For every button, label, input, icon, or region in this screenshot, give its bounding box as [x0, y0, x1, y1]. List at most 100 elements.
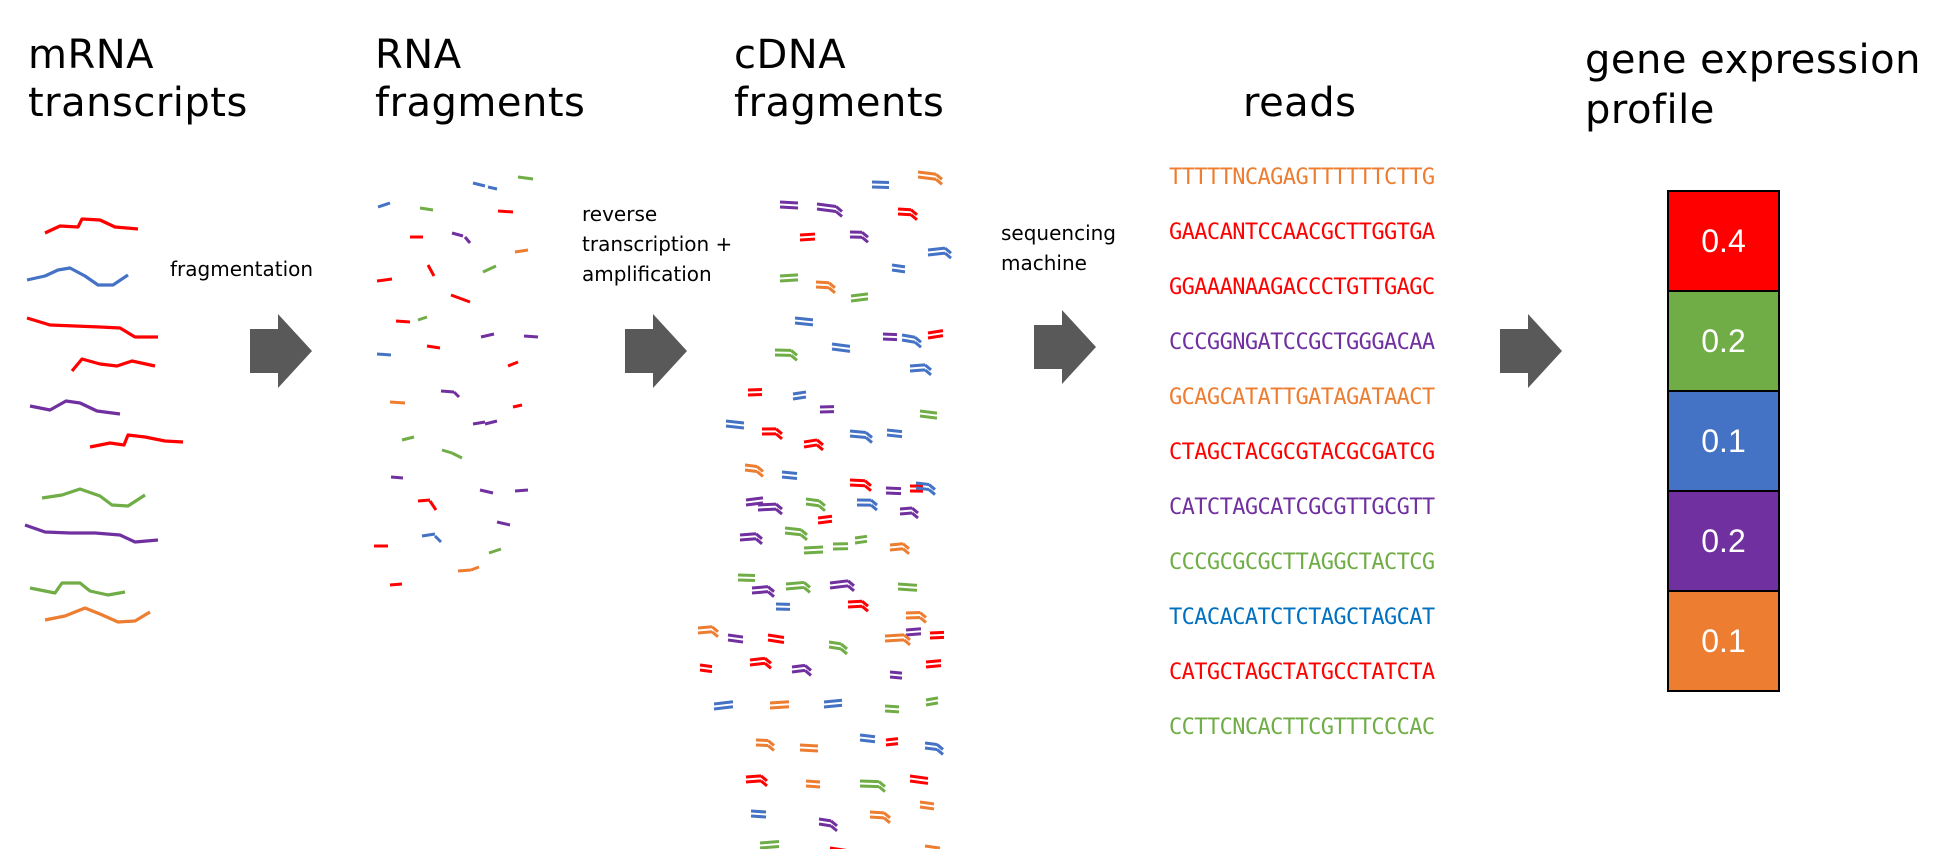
cdna-fragment — [924, 844, 941, 849]
cdna-strand — [929, 630, 945, 635]
cdna-strand-bend — [840, 647, 848, 656]
rna-fragment — [512, 403, 523, 409]
cdna-strand — [831, 342, 851, 348]
cdna-strand-bend — [861, 231, 869, 239]
cdna-strand — [915, 486, 930, 492]
rna-fragment — [401, 435, 415, 442]
process-arrow-icon — [625, 314, 687, 388]
rna-fragment — [451, 231, 464, 238]
rna-fragment — [450, 293, 471, 304]
cdna-strand — [924, 844, 941, 849]
rna-fragment — [487, 185, 498, 191]
cdna-strand-bend — [775, 507, 783, 516]
cdna-fragment — [799, 743, 819, 753]
cdna-strand — [815, 280, 830, 285]
cdna-fragment — [905, 610, 927, 624]
cdna-strand — [849, 478, 866, 483]
cdna-fragment — [849, 429, 873, 444]
cdna-strand — [925, 701, 939, 707]
cdna-strand — [699, 663, 713, 669]
profile-cell: 0.2 — [1669, 490, 1778, 590]
cdna-strand — [854, 539, 868, 545]
cdna-strand — [927, 329, 944, 335]
cdna-strand — [745, 779, 762, 784]
cdna-strand — [805, 779, 821, 784]
rt-label-line2: transcription + — [582, 232, 733, 256]
cdna-strand-bend — [804, 664, 812, 672]
cdna-fragment — [909, 363, 932, 377]
cdna-strand — [792, 395, 807, 401]
cdna-strand — [750, 814, 767, 819]
cdna-fragment — [816, 202, 843, 218]
mrna-transcript — [26, 266, 129, 287]
cdna-strand — [885, 742, 899, 747]
cdna-strand — [899, 506, 913, 511]
cdna-strand — [891, 268, 906, 274]
cdna-strand — [739, 532, 757, 537]
cdna-strand — [791, 668, 806, 674]
cdna-fragment — [831, 342, 851, 353]
rna-fragment — [440, 389, 455, 394]
profile-cell: 0.1 — [1669, 390, 1778, 490]
rna-fragment — [428, 500, 438, 511]
cdna-fragment — [769, 700, 790, 710]
cdna-strand — [919, 800, 935, 806]
cdna-strand — [831, 347, 851, 353]
cdna-strand — [886, 433, 903, 439]
rna-fragment — [417, 315, 428, 322]
cdna-strand-bend — [928, 483, 936, 491]
gene-expression-profile: 0.4 0.2 0.1 0.2 0.1 — [1667, 190, 1780, 692]
cdna-strand — [889, 542, 904, 547]
cdna-strand — [828, 640, 842, 646]
cdna-fragment — [897, 582, 918, 592]
cdna-fragment — [859, 733, 876, 744]
cdna-strand — [901, 333, 916, 339]
cdna-strand — [917, 170, 937, 176]
cdna-fragment — [791, 663, 812, 677]
fragmentation-label: fragmentation — [170, 257, 314, 281]
cdna-strand — [757, 502, 777, 507]
cdna-strand-bend — [800, 528, 808, 536]
cdna-strand — [905, 615, 921, 620]
mrna-transcript — [24, 523, 159, 544]
cdna-strand — [803, 550, 824, 555]
cdna-fragment — [725, 419, 745, 430]
rna-fragment — [457, 568, 472, 573]
cdna-strand-bend — [767, 739, 775, 747]
cdna-strand — [699, 668, 713, 674]
cdna-strand — [925, 664, 942, 669]
cdna-fragment — [779, 273, 799, 283]
cdna-fragment — [805, 779, 821, 789]
cdna-strand — [885, 486, 902, 491]
cdna-strand-bend — [775, 432, 783, 441]
cdna-strand-bend — [847, 584, 855, 592]
cdna-strand-bend — [883, 816, 891, 824]
cdna-strand-bend — [924, 363, 932, 372]
rna-fragment — [376, 277, 393, 283]
rna-fragment — [419, 206, 434, 212]
read-sequence: TTTTTNCAGAGTTTTTTCTTG — [1169, 165, 1435, 190]
cdna-strand-bend — [790, 354, 798, 362]
cdna-strand-bend — [911, 511, 919, 520]
cdna-strand — [739, 537, 757, 542]
cdna-strand — [909, 779, 929, 785]
cdna-strand-bend — [902, 547, 910, 555]
rna-fragment — [470, 565, 480, 572]
cdna-strand — [745, 774, 762, 779]
cdna-strand — [927, 246, 946, 252]
cdna-strand — [744, 468, 758, 473]
cdna-strand — [750, 809, 767, 814]
cdna-strand — [899, 511, 913, 516]
cdna-fragment — [925, 696, 939, 707]
cdna-strand-bend — [870, 503, 878, 512]
rna-fragment — [463, 236, 472, 244]
cdna-strand-bend — [828, 281, 836, 289]
cdna-fragment — [869, 810, 891, 824]
read-sequence: GAACANTCCAACGCTTGGTGA — [1169, 220, 1435, 245]
cdna-strand — [925, 659, 942, 664]
rna-fragment — [482, 264, 497, 274]
cdna-strand — [799, 748, 819, 753]
cdna-strand — [759, 839, 780, 845]
cdna-strand-bend — [936, 743, 944, 751]
